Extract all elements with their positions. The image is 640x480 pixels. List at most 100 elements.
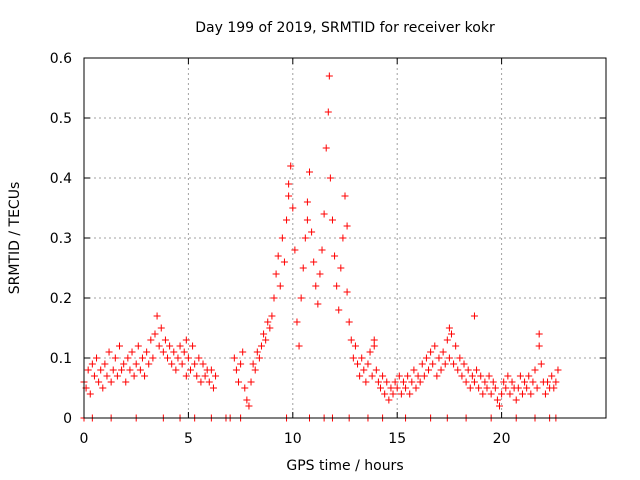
data-point [470,312,478,320]
data-point [207,366,215,374]
data-point [537,360,545,368]
data-point [548,372,556,380]
data-point [235,378,243,386]
y-tick-label: 0.5 [50,111,72,127]
data-point [412,384,420,392]
y-tick-label: 0 [63,411,72,427]
data-point [328,216,336,224]
data-point [454,366,462,374]
data-point [372,366,380,374]
data-point [113,372,121,380]
data-point [533,384,541,392]
data-point [182,372,190,380]
data-point [437,366,445,374]
data-point [193,372,201,380]
data-point [404,372,412,380]
data-point [525,372,533,380]
data-point [184,354,192,362]
x-tick-label: 0 [80,431,89,447]
chart-title: Day 199 of 2019, SRMTID for receiver kok… [195,20,495,36]
data-point [257,342,265,350]
data-point [521,378,529,386]
data-point [354,360,362,368]
data-point [381,390,389,398]
data-point [205,378,213,386]
data-point [535,330,543,338]
data-point [322,144,330,152]
data-point [458,372,466,380]
plot-frame [83,57,607,419]
data-point [477,372,485,380]
data-point [270,294,278,302]
data-point [410,366,418,374]
data-point [508,378,516,386]
data-point [514,384,522,392]
data-point [443,336,451,344]
data-point [500,378,508,386]
data-point [339,234,347,242]
data-point [93,354,101,362]
data-point [406,390,414,398]
data-point [159,348,167,356]
data-point [264,318,272,326]
data-point [147,336,155,344]
data-point [362,378,370,386]
data-point [191,360,199,368]
data-point [466,384,474,392]
data-point [149,354,157,362]
data-point [95,378,103,386]
data-point [124,354,132,362]
data-point [274,252,282,260]
data-point [320,210,328,218]
data-point [481,378,489,386]
data-point [201,372,209,380]
x-axis-label: GPS time / hours [286,458,403,474]
data-point [552,378,560,386]
data-point [155,342,163,350]
data-point [255,354,263,362]
data-point [239,348,247,356]
data-point [397,390,405,398]
data-point [512,396,520,404]
data-point [141,372,149,380]
data-point [452,342,460,350]
data-point [460,360,468,368]
data-point [316,270,324,278]
data-point [358,354,366,362]
data-point [554,366,562,374]
data-point [268,312,276,320]
data-point [293,318,301,326]
data-point [366,348,374,356]
x-tick-label: 10 [284,431,302,447]
data-point [88,360,96,368]
data-point [356,372,364,380]
data-point [197,378,205,386]
data-point [445,324,453,332]
data-point [541,390,549,398]
data-point [364,360,372,368]
data-point [161,336,169,344]
data-point [498,390,506,398]
data-point [128,348,136,356]
data-point [473,366,481,374]
data-point [115,342,123,350]
data-point [483,384,491,392]
data-point [109,366,117,374]
y-tick-label: 0.3 [50,231,72,247]
data-point [247,378,255,386]
data-point [516,372,524,380]
data-point [151,330,159,338]
data-point [174,354,182,362]
data-point [295,342,303,350]
data-point [431,342,439,350]
data-point [331,252,339,260]
data-point [493,396,501,404]
data-point [176,342,184,350]
y-tick-label: 0.6 [50,51,72,67]
x-tick-label: 20 [493,431,511,447]
data-point [325,72,333,80]
data-point [299,264,307,272]
data-point [550,384,558,392]
data-point [464,366,472,374]
